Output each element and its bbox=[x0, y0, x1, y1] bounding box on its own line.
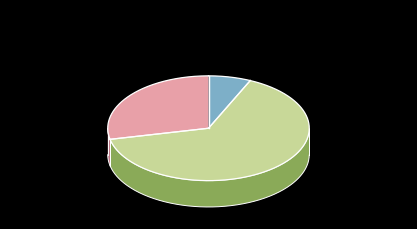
Polygon shape bbox=[108, 76, 208, 139]
Polygon shape bbox=[110, 81, 309, 181]
Polygon shape bbox=[108, 128, 110, 166]
Polygon shape bbox=[110, 129, 309, 207]
Polygon shape bbox=[208, 76, 250, 128]
